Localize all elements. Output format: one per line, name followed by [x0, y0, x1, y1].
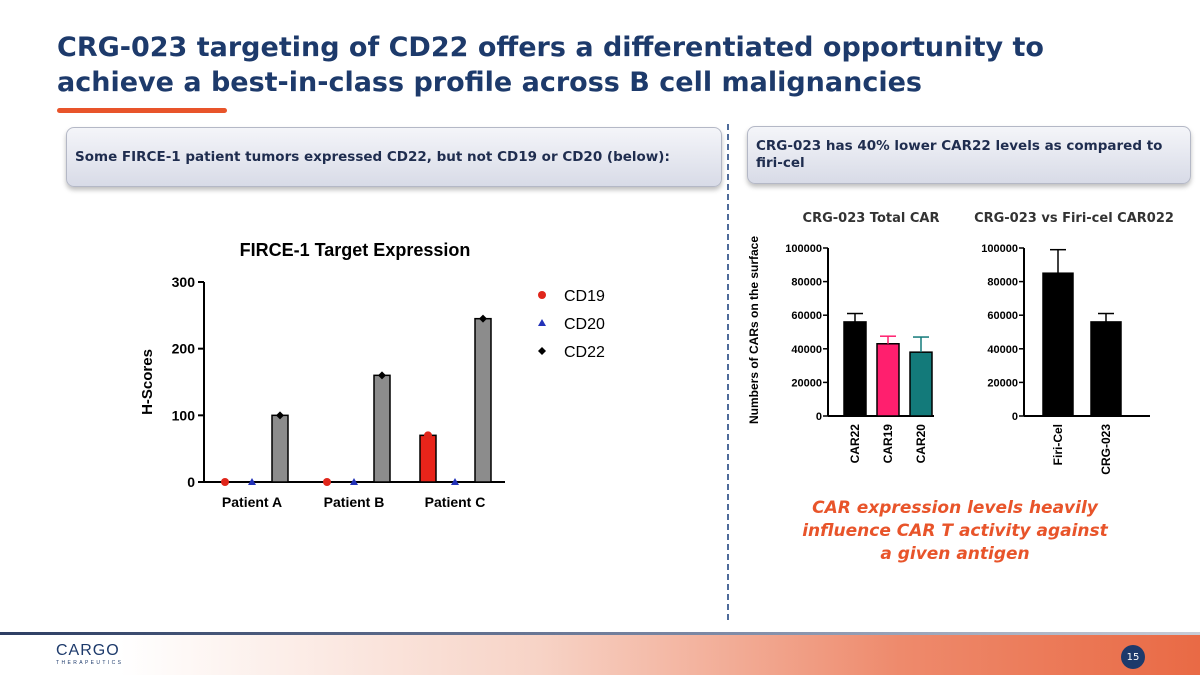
point-cd22: [378, 371, 386, 380]
bar-car22: [843, 321, 867, 417]
bar-crg-023: [1090, 321, 1122, 417]
x-tick-label: CAR20: [914, 424, 928, 464]
left-callout-text: Some FIRCE-1 patient tumors expressed CD…: [75, 148, 670, 165]
y-tick-label: 40000: [791, 344, 822, 356]
legend-label: CD22: [564, 344, 605, 361]
legend-marker-cd22: [538, 347, 546, 355]
point-cd19: [221, 478, 229, 486]
x-tick-label: Patient B: [324, 494, 385, 510]
slide-title: CRG-023 targeting of CD22 offers a diffe…: [57, 32, 1044, 98]
x-tick-label: Firi-Cel: [1051, 424, 1065, 465]
y-tick-label: 300: [172, 274, 196, 290]
y-tick-label: 0: [187, 474, 195, 490]
legend-label: CD19: [564, 288, 605, 305]
cargo-logo: CARGO THERAPEUTICS: [56, 643, 136, 673]
bar-firi-cel: [1042, 272, 1074, 417]
point-cd20: [350, 478, 358, 485]
point-cd22: [276, 411, 284, 420]
takeaway-text: CAR expression levels heavily influence …: [802, 498, 1108, 564]
logo-subtitle: THERAPEUTICS: [56, 660, 124, 666]
legend-label: CD20: [564, 316, 605, 333]
y-tick-label: 40000: [987, 344, 1018, 356]
right-callout-box: CRG-023 has 40% lower CAR22 levels as co…: [747, 126, 1191, 184]
x-tick-label: CRG-023: [1099, 424, 1113, 475]
x-tick-label: CAR19: [881, 424, 895, 464]
bar-cd22: [271, 414, 289, 483]
y-tick-label: 0: [1012, 411, 1018, 423]
legend-marker-cd19: [538, 291, 546, 299]
y-tick-label: 100: [172, 407, 196, 423]
title-underline: [57, 108, 227, 113]
footer-band: [0, 635, 1200, 675]
y-axis-label: Numbers of CARs on the surface: [747, 236, 761, 424]
crg023-total-car-chart: CRG-023 Total CAR Numbers of CARs on the …: [747, 211, 940, 464]
y-tick-label: 200: [172, 341, 196, 357]
chart-title: FIRCE-1 Target Expression: [240, 240, 471, 260]
point-cd19: [424, 431, 432, 440]
x-tick-label: Patient C: [425, 494, 486, 510]
y-tick-label: 60000: [791, 310, 822, 322]
y-tick-label: 100000: [785, 243, 822, 255]
y-tick-label: 80000: [791, 277, 822, 289]
y-tick-label: 80000: [987, 277, 1018, 289]
bar-cd22: [474, 317, 492, 483]
point-cd20: [248, 478, 256, 485]
bar-cd22: [373, 374, 391, 483]
page-number: 15: [1121, 645, 1145, 669]
y-tick-label: 20000: [987, 377, 1018, 389]
dashed-divider: [727, 124, 729, 620]
point-cd20: [451, 478, 459, 485]
legend-marker-cd20: [538, 319, 546, 326]
left-callout-box: Some FIRCE-1 patient tumors expressed CD…: [66, 127, 722, 187]
y-tick-label: 20000: [791, 377, 822, 389]
bar-car19: [876, 343, 900, 417]
point-cd19: [323, 478, 331, 486]
y-tick-label: 0: [816, 411, 822, 423]
firce1-target-expression-chart: FIRCE-1 Target Expression H-Scores 0 100 200…: [139, 240, 605, 510]
bar-cd19: [419, 434, 437, 483]
chart-title: CRG-023 Total CAR: [803, 211, 940, 226]
chart-title: CRG-023 vs Firi-cel CAR022: [974, 211, 1174, 226]
crg023-vs-firicel-chart: CRG-023 vs Firi-cel CAR022 0 20000 40000 600…: [974, 211, 1174, 475]
y-axis-label: H-Scores: [139, 349, 156, 415]
y-tick-label: 60000: [987, 310, 1018, 322]
point-cd22: [479, 314, 487, 323]
right-callout-text: CRG-023 has 40% lower CAR22 levels as co…: [756, 138, 1163, 171]
x-tick-label: CAR22: [848, 424, 862, 464]
x-tick-label: Patient A: [222, 494, 282, 510]
logo-word: CARGO: [56, 642, 120, 659]
footer-line: [0, 632, 1200, 635]
bar-car20: [909, 351, 933, 417]
y-tick-label: 100000: [981, 243, 1018, 255]
